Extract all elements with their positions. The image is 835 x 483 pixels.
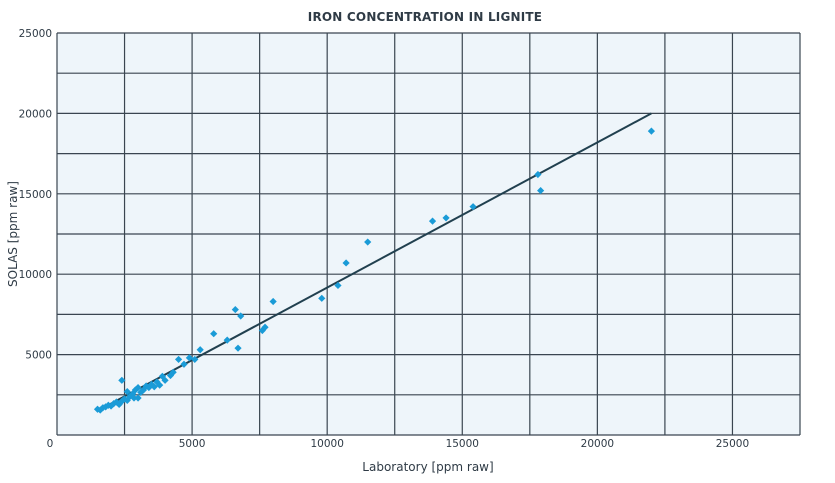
data-point bbox=[258, 326, 266, 335]
data-point bbox=[534, 170, 542, 179]
y-tick-label: 5000 bbox=[25, 350, 52, 362]
data-point bbox=[174, 355, 183, 364]
data-point bbox=[442, 214, 450, 222]
data-point bbox=[110, 400, 118, 408]
data-point bbox=[469, 203, 477, 211]
data-point bbox=[139, 386, 148, 394]
data-point bbox=[150, 383, 158, 391]
data-point bbox=[231, 305, 239, 314]
x-tick-label: 20000 bbox=[581, 438, 614, 450]
x-tick-label: 10000 bbox=[310, 438, 343, 450]
chart-title: IRON CONCENTRATION IN LIGNITE bbox=[308, 10, 542, 24]
y-tick-label: 10000 bbox=[19, 269, 52, 281]
data-point bbox=[166, 371, 175, 380]
data-point bbox=[107, 402, 115, 410]
data-point bbox=[134, 394, 142, 402]
data-point bbox=[364, 238, 372, 246]
x-tick-label: 15000 bbox=[446, 438, 479, 450]
data-point bbox=[196, 346, 204, 354]
data-point bbox=[118, 376, 126, 384]
data-point bbox=[123, 396, 131, 405]
data-point bbox=[234, 344, 242, 352]
data-point bbox=[318, 294, 326, 302]
data-point bbox=[334, 281, 342, 290]
y-axis-label: SOLAS [ppm raw] bbox=[6, 181, 20, 287]
x-tick-label: 25000 bbox=[716, 438, 749, 450]
data-point bbox=[169, 368, 177, 376]
y-tick-label: 20000 bbox=[19, 108, 52, 120]
data-point bbox=[537, 186, 545, 195]
data-point bbox=[428, 217, 437, 225]
data-point bbox=[123, 387, 131, 396]
y-tick-label: 25000 bbox=[19, 28, 52, 40]
data-point bbox=[180, 360, 188, 368]
trend-line bbox=[97, 112, 652, 412]
data-point bbox=[145, 383, 153, 392]
data-point bbox=[261, 323, 269, 331]
data-point bbox=[191, 355, 199, 364]
data-point bbox=[237, 312, 245, 320]
data-point bbox=[161, 376, 169, 384]
data-point bbox=[223, 336, 231, 344]
data-point bbox=[647, 127, 655, 135]
data-point bbox=[153, 378, 161, 386]
data-point bbox=[134, 383, 142, 392]
data-point bbox=[156, 381, 164, 389]
data-point bbox=[129, 390, 137, 398]
data-point bbox=[131, 386, 139, 394]
data-point bbox=[269, 297, 277, 306]
x-tick-label: 0 bbox=[47, 438, 54, 450]
data-point bbox=[342, 259, 350, 267]
data-point bbox=[185, 354, 193, 362]
data-point bbox=[147, 380, 156, 388]
x-axis-label: Laboratory [ppm raw] bbox=[362, 460, 493, 474]
data-point bbox=[210, 330, 218, 338]
x-tick-label: 5000 bbox=[179, 438, 206, 450]
y-tick-label: 15000 bbox=[19, 189, 52, 201]
data-point bbox=[130, 394, 138, 402]
